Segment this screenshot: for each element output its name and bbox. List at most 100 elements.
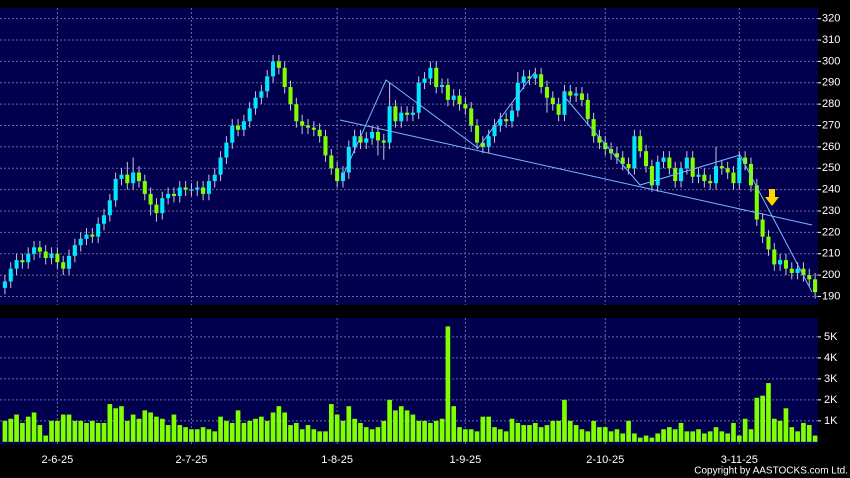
volume-bar xyxy=(515,422,521,442)
volume-bar xyxy=(194,429,200,442)
volume-bar xyxy=(748,429,754,442)
volume-bar xyxy=(398,406,404,442)
candle-body xyxy=(358,136,363,143)
candle-body xyxy=(760,219,765,237)
candle-body xyxy=(678,168,684,182)
volume-bar xyxy=(78,420,84,442)
volume-bar xyxy=(224,420,229,442)
candle-body xyxy=(61,262,66,269)
candle-body xyxy=(778,260,783,265)
candle-body xyxy=(661,157,666,162)
candle-body xyxy=(556,104,561,115)
volume-bar xyxy=(428,422,433,442)
volume-bar xyxy=(282,412,288,442)
candle-body xyxy=(224,142,229,158)
candle-body xyxy=(55,253,60,263)
x-tick-label: 1-8-25 xyxy=(321,454,353,466)
volume-bar xyxy=(783,408,789,442)
candle-body xyxy=(527,76,532,79)
volume-bar xyxy=(60,414,66,442)
volume-bar xyxy=(486,416,492,442)
volume-bar xyxy=(375,427,381,442)
volume-bar xyxy=(771,418,777,442)
volume-bar xyxy=(632,433,637,442)
candle-body xyxy=(783,260,788,269)
candle-body xyxy=(772,249,777,265)
candle-body xyxy=(37,247,42,252)
candle-body xyxy=(807,275,812,280)
volume-bar xyxy=(90,420,95,442)
volume-bar xyxy=(328,404,334,442)
marks xyxy=(2,55,818,442)
y-tick-label: 290 xyxy=(822,77,840,89)
candle-body xyxy=(620,157,625,164)
volume-bar xyxy=(14,414,19,442)
candle-body xyxy=(719,166,724,169)
volume-bar xyxy=(702,433,707,442)
candle-body xyxy=(638,136,643,152)
candle-body xyxy=(72,245,77,256)
volume-bar xyxy=(532,422,538,442)
candle-body xyxy=(626,163,631,169)
y-tick-label: 220 xyxy=(822,226,840,238)
volume-bar xyxy=(777,420,783,442)
volume-bar xyxy=(521,425,526,442)
candle-body xyxy=(32,247,37,254)
volume-bar xyxy=(684,431,690,442)
x-tick-label: 2-6-25 xyxy=(41,454,73,466)
candle-body xyxy=(282,67,287,88)
volume-bar xyxy=(422,420,427,442)
volume-bar xyxy=(305,425,311,442)
volume-bar xyxy=(206,429,212,442)
volume-bar xyxy=(25,416,31,442)
candle-body xyxy=(329,155,334,169)
volume-bar xyxy=(690,431,696,442)
volume-bar xyxy=(72,420,78,442)
candle-body xyxy=(288,87,293,105)
candle-body xyxy=(801,268,806,276)
candle-body xyxy=(644,151,649,167)
candle-body xyxy=(743,157,748,164)
x-tick-label: 2-10-25 xyxy=(586,454,624,466)
volume-bar xyxy=(812,435,818,442)
volume-bar xyxy=(649,437,655,442)
candle-body xyxy=(655,161,660,186)
candle-body xyxy=(370,131,375,139)
volume-bar xyxy=(795,431,800,442)
volume-bar xyxy=(655,433,661,442)
candle-body xyxy=(26,253,31,263)
volume-bar xyxy=(591,420,596,442)
volume-bar xyxy=(468,429,474,442)
candle-body xyxy=(131,172,136,184)
candle-body xyxy=(690,157,695,177)
candle-body xyxy=(410,112,415,115)
candle-body xyxy=(696,174,701,177)
volume-bar xyxy=(608,431,614,442)
candle-body xyxy=(364,138,369,143)
candle-body xyxy=(259,91,264,98)
candle-body xyxy=(253,97,258,109)
candle-body xyxy=(346,146,351,173)
volume-bar xyxy=(498,429,503,442)
y-tick-label: 210 xyxy=(822,248,840,260)
candle-body xyxy=(387,106,392,143)
candle-body xyxy=(509,110,515,122)
y-tick-label: 320 xyxy=(822,13,840,25)
volume-bar xyxy=(212,431,218,442)
candle-body xyxy=(66,255,72,269)
volume-bar xyxy=(171,414,177,442)
candle-body xyxy=(317,129,322,137)
y-tick-label: 300 xyxy=(822,55,840,67)
candle-body xyxy=(550,97,555,105)
y-tick-label: 270 xyxy=(822,119,840,131)
volume-bar xyxy=(725,433,730,442)
volume-bar xyxy=(66,414,72,442)
volume-bar xyxy=(439,418,445,442)
y-tick-label: 2K xyxy=(824,394,838,406)
candle-body xyxy=(300,121,305,126)
volume-bar xyxy=(766,383,771,442)
volume-bar xyxy=(474,431,480,442)
volume-bar xyxy=(119,406,124,442)
candle-body xyxy=(440,84,445,88)
volume-bar xyxy=(95,422,101,442)
